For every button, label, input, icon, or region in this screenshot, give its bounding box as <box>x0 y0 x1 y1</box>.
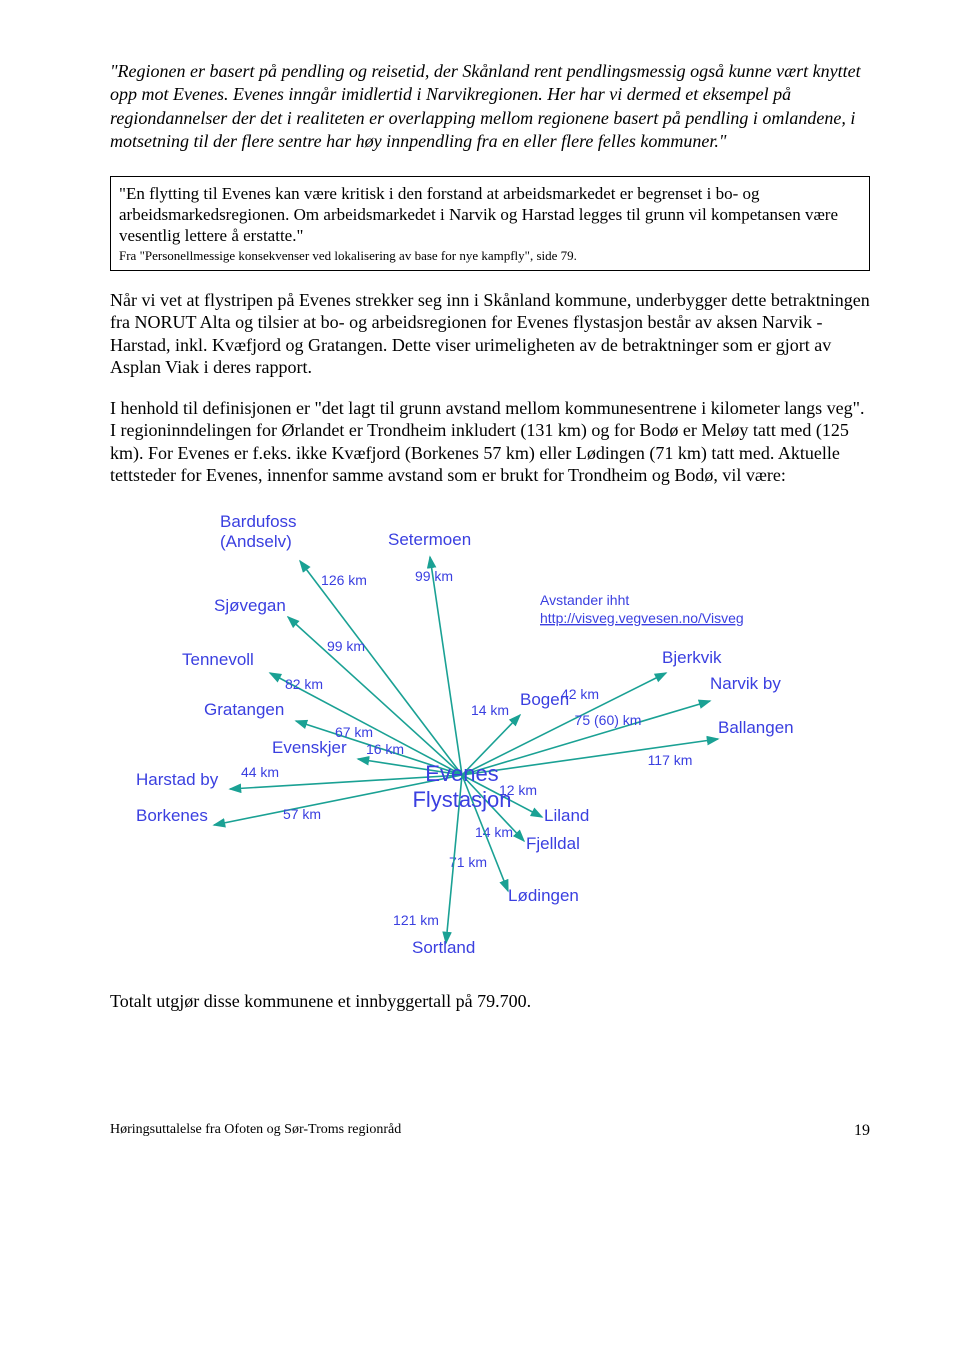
svg-text:Avstander ihht: Avstander ihht <box>540 592 629 608</box>
svg-text:Tennevoll: Tennevoll <box>182 650 254 669</box>
svg-text:117 km: 117 km <box>648 752 693 768</box>
svg-text:(Andselv): (Andselv) <box>220 532 292 551</box>
paragraph-1: Når vi vet at flystripen på Evenes strek… <box>110 289 870 379</box>
svg-text:Liland: Liland <box>544 806 589 825</box>
svg-text:Setermoen: Setermoen <box>388 530 471 549</box>
svg-text:Flystasjon: Flystasjon <box>412 787 511 812</box>
svg-text:82 km: 82 km <box>285 676 323 692</box>
svg-text:99 km: 99 km <box>327 638 365 654</box>
svg-text:14 km: 14 km <box>475 824 513 840</box>
svg-text:Bjerkvik: Bjerkvik <box>662 648 722 667</box>
svg-text:Bardufoss: Bardufoss <box>220 512 297 531</box>
svg-text:Borkenes: Borkenes <box>136 806 208 825</box>
footer-left-text: Høringsuttalelse fra Ofoten og Sør-Troms… <box>110 1122 401 1140</box>
svg-text:75 (60) km: 75 (60) km <box>575 712 642 728</box>
svg-text:Lødingen: Lødingen <box>508 886 579 905</box>
boxed-quote: "En flytting til Evenes kan være kritisk… <box>110 176 870 271</box>
svg-text:Harstad by: Harstad by <box>136 770 219 789</box>
footer-page-number: 19 <box>854 1122 870 1140</box>
svg-text:Gratangen: Gratangen <box>204 700 284 719</box>
distance-diagram: Avstander ihht http://visveg.vegvesen.no/… <box>110 505 870 980</box>
diagram-link[interactable]: http://visveg.vegvesen.no/Visveg <box>540 610 744 626</box>
paragraph-2: I henhold til definisjonen er "det lagt … <box>110 397 870 487</box>
svg-text:42 km: 42 km <box>561 686 599 702</box>
page-footer: Høringsuttalelse fra Ofoten og Sør-Troms… <box>110 1122 870 1140</box>
svg-text:16 km: 16 km <box>366 741 404 757</box>
document-page: "Regionen er basert på pendling og reise… <box>0 0 960 1170</box>
svg-text:121 km: 121 km <box>393 912 439 928</box>
svg-text:99 km: 99 km <box>415 568 453 584</box>
svg-text:57 km: 57 km <box>283 806 321 822</box>
svg-text:126 km: 126 km <box>321 572 367 588</box>
svg-text:Sjøvegan: Sjøvegan <box>214 596 286 615</box>
svg-text:Narvik by: Narvik by <box>710 674 781 693</box>
svg-text:Evenskjer: Evenskjer <box>272 738 347 757</box>
svg-text:Evenes: Evenes <box>425 761 498 786</box>
svg-text:Ballangen: Ballangen <box>718 718 794 737</box>
paragraph-3: Totalt utgjør disse kommunene et innbygg… <box>110 990 870 1013</box>
boxed-quote-source: Fra "Personellmessige konsekvenser ved l… <box>119 248 861 264</box>
boxed-quote-text: "En flytting til Evenes kan være kritisk… <box>119 183 861 247</box>
svg-text:Sortland: Sortland <box>412 938 475 957</box>
svg-text:44 km: 44 km <box>241 764 279 780</box>
svg-text:Fjelldal: Fjelldal <box>526 834 580 853</box>
svg-text:14 km: 14 km <box>471 702 509 718</box>
quote-paragraph-1: "Regionen er basert på pendling og reise… <box>110 60 870 154</box>
